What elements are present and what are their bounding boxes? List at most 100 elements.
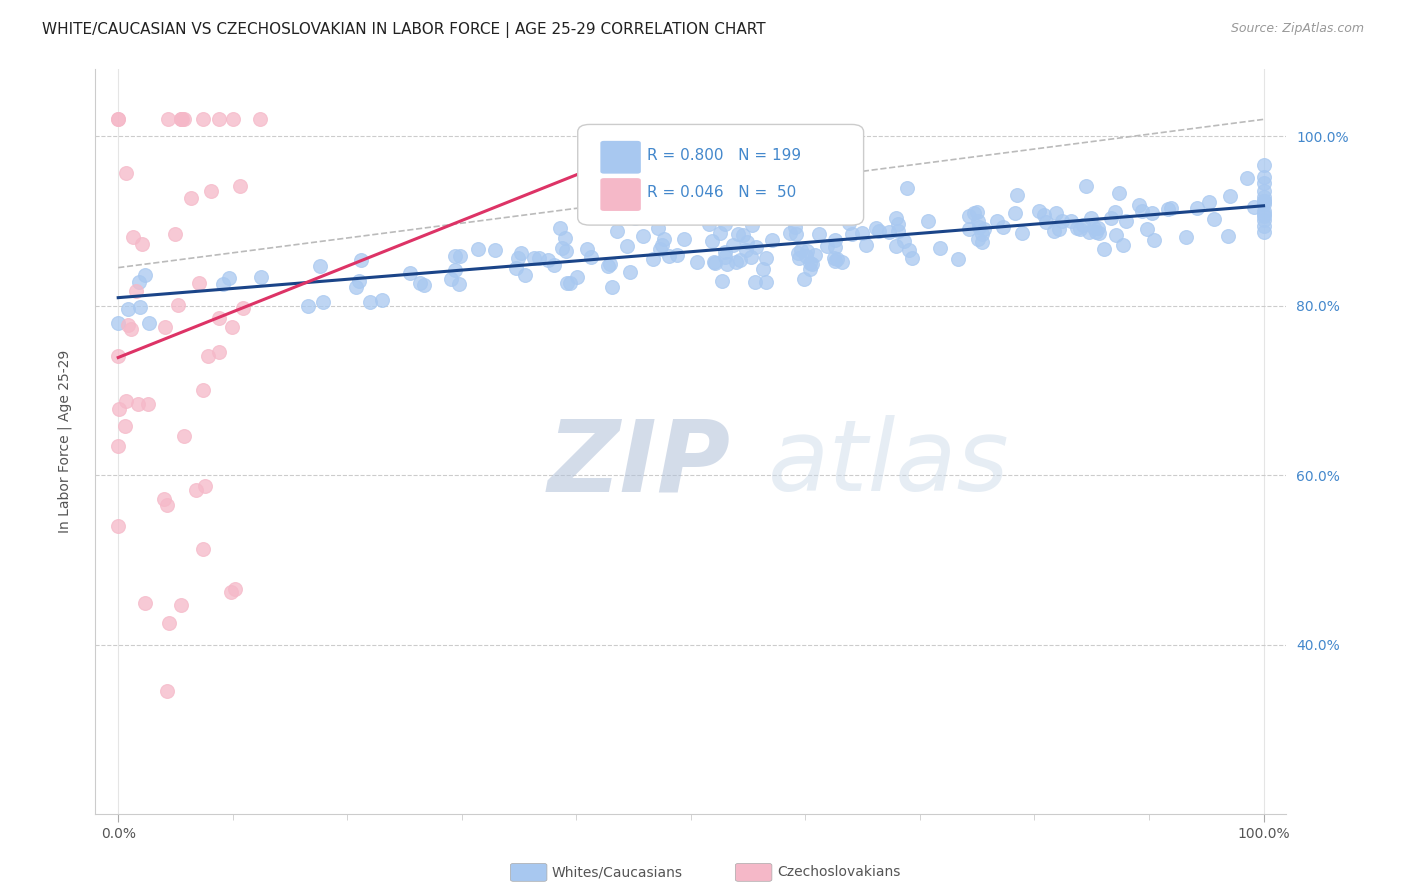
Point [810,210,832,224]
Point [444,249,467,263]
Point [824,233,846,247]
Point [1253,209,1275,223]
Point [557,277,579,291]
Point [344,279,367,293]
Point [1045,206,1067,220]
Point [650,243,672,257]
Point [120,322,142,336]
Point [801,257,824,271]
Point [107,316,129,330]
Text: Czechoslovakians: Czechoslovakians [778,865,901,880]
Point [1077,225,1099,239]
Point [1115,214,1137,228]
Point [893,234,915,248]
Point [1157,202,1180,216]
Point [957,222,980,236]
Point [709,226,731,240]
Point [107,350,129,364]
Point [755,275,778,289]
Y-axis label: In Labor Force | Age 25-29: In Labor Force | Age 25-29 [58,350,72,533]
Point [200,185,222,199]
Point [733,227,755,242]
Point [1035,215,1057,229]
Point [735,243,758,257]
Point [735,235,758,249]
Point [1253,194,1275,208]
Text: WHITE/CAUCASIAN VS CZECHOSLOVAKIAN IN LABOR FORCE | AGE 25-29 CORRELATION CHART: WHITE/CAUCASIAN VS CZECHOSLOVAKIAN IN LA… [42,22,766,38]
Point [897,243,920,257]
Point [824,253,846,268]
Point [1185,201,1208,215]
Point [703,255,725,269]
FancyBboxPatch shape [600,141,641,174]
Point [1080,211,1102,226]
Point [716,258,738,272]
Point [131,236,153,251]
Point [804,248,827,262]
FancyBboxPatch shape [600,178,641,211]
Point [1130,203,1153,218]
Point [467,243,489,257]
Point [794,249,817,263]
Point [1066,221,1088,235]
Point [193,542,215,557]
Point [232,301,254,315]
Point [785,227,807,241]
Point [170,112,193,127]
Point [194,479,217,493]
Point [218,271,240,285]
Point [537,252,560,267]
Point [555,244,578,258]
Point [1136,221,1159,235]
Point [740,250,762,264]
Point [697,217,720,231]
Point [186,483,208,497]
Point [986,213,1008,227]
Point [823,251,845,265]
Point [1198,195,1220,210]
Point [1004,206,1026,220]
Point [1253,190,1275,204]
Point [831,255,853,269]
Point [560,277,582,291]
Point [1112,238,1135,252]
Point [825,252,848,267]
Point [193,112,215,127]
Point [596,259,619,273]
Point [371,293,394,308]
Point [170,599,193,613]
Point [153,319,176,334]
Point [887,224,910,238]
Point [1143,233,1166,247]
Point [156,112,179,127]
Point [727,227,749,242]
Point [1108,186,1130,200]
Point [991,220,1014,235]
Point [966,204,988,219]
Point [222,112,245,127]
Point [412,277,434,292]
Text: ZIP: ZIP [548,415,731,512]
Point [887,217,910,231]
Point [658,250,681,264]
Point [157,616,180,631]
Point [1088,226,1111,240]
Point [228,178,250,193]
Point [107,439,129,453]
Point [1060,214,1083,228]
Point [212,277,235,292]
Point [896,181,918,195]
Point [208,345,231,359]
Point [136,397,159,411]
Point [1071,219,1094,233]
Point [665,248,688,262]
Point [297,299,319,313]
Point [606,224,628,238]
Point [1069,222,1091,236]
Point [1083,221,1105,235]
Point [825,207,848,221]
Text: R = 0.800   N = 199: R = 0.800 N = 199 [647,147,801,162]
Point [946,252,969,266]
Point [138,316,160,330]
Text: Source: ZipAtlas.com: Source: ZipAtlas.com [1230,22,1364,36]
